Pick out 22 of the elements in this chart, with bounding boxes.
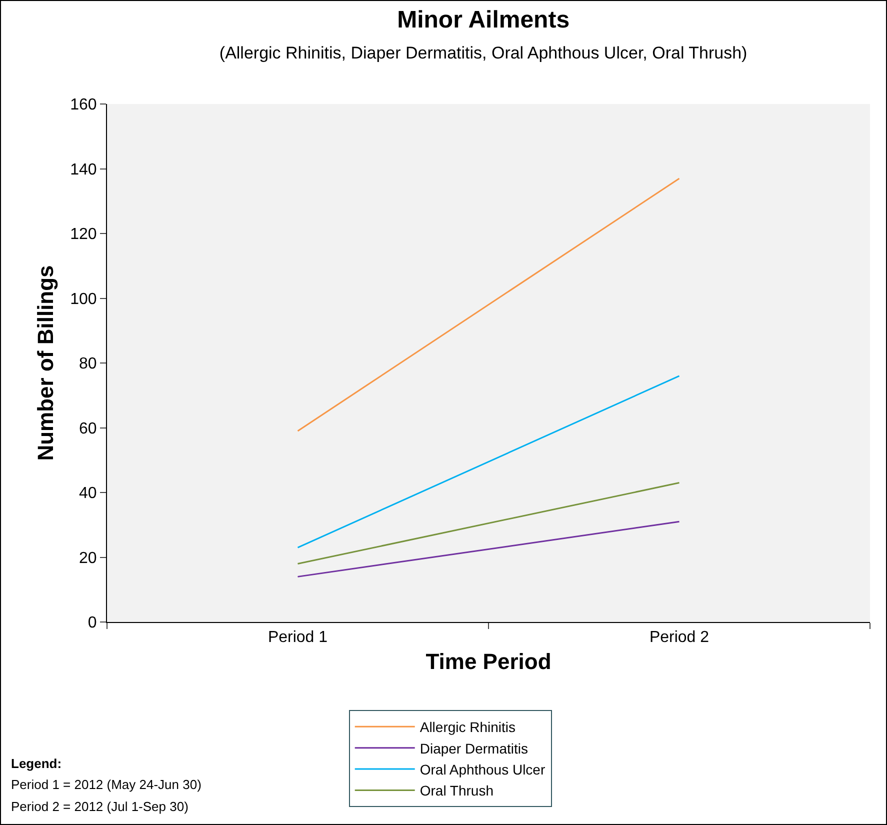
legend-label: Diaper Dermatitis: [420, 740, 528, 756]
y-tick-label: 60: [79, 420, 97, 438]
y-tick-label: 160: [70, 96, 97, 114]
y-tick-label: 120: [70, 226, 97, 244]
y-tick-label: 140: [70, 161, 97, 178]
x-axis-title: Time Period: [426, 649, 552, 674]
y-tick-label: 0: [88, 614, 97, 632]
legend-label: Oral Aphthous Ulcer: [420, 762, 546, 778]
y-tick-label: 20: [79, 550, 97, 567]
y-tick-label: 80: [79, 356, 97, 373]
text: Legend:: [11, 756, 62, 771]
x-tick-label: Period 2: [649, 629, 710, 646]
y-tick-label: 100: [70, 290, 97, 308]
chart-subtitle: (Allergic Rhinitis, Diaper Dermatitis, Oral Aphthous Ulcer, Oral Thrush): [219, 44, 748, 63]
text: Period 2 = 2012 (Jul 1-Sep 30): [11, 799, 188, 814]
y-axis-title: Number of Billings: [32, 265, 58, 461]
x-tick-label: Period 1: [268, 629, 328, 646]
legend-label: Oral Thrush: [420, 782, 494, 799]
chart-title: Minor Ailments: [397, 6, 570, 34]
y-tick-label: 40: [79, 485, 97, 502]
text: Period 1 = 2012 (May 24-Jun 30): [11, 777, 202, 792]
legend-label: Allergic Rhinitis: [420, 719, 516, 736]
